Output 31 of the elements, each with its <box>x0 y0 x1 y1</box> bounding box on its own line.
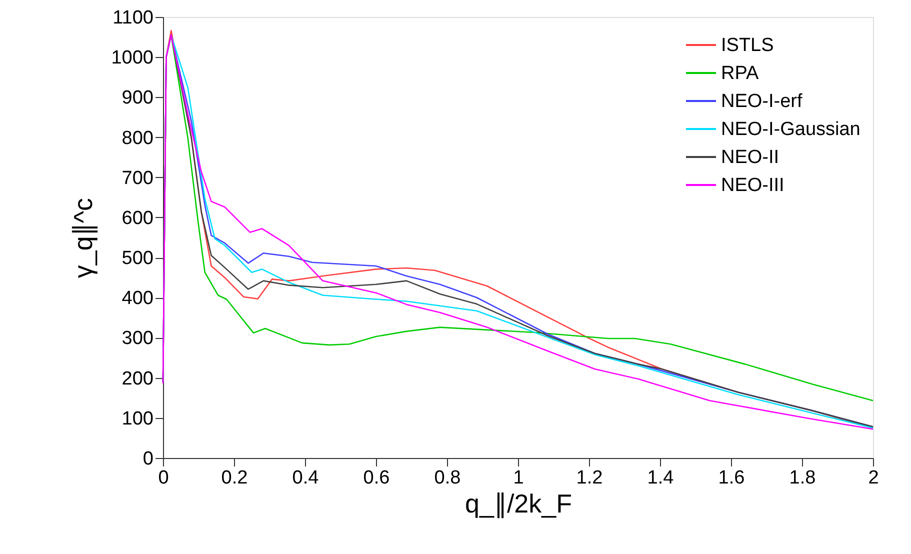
x-tick-label: 1.2 <box>576 468 603 488</box>
y-tick-label: 800 <box>122 128 154 149</box>
y-tick-label: 100 <box>122 408 154 430</box>
x-tick-label: 1 <box>513 468 524 488</box>
y-axis-title: γ_q∥^c <box>68 198 98 278</box>
x-axis-title: q_∥/2k_F <box>465 488 572 518</box>
y-tick-label: 900 <box>122 88 154 109</box>
legend-label: RPA <box>721 63 759 84</box>
x-tick-label: 0 <box>158 468 169 488</box>
legend-label: NEO-I-Gaussian <box>721 119 860 140</box>
x-tick-label: 0.6 <box>363 468 390 488</box>
x-tick-label: 2 <box>868 468 879 488</box>
x-tick-label: 0.8 <box>434 468 461 488</box>
legend-label: NEO-III <box>721 175 784 196</box>
x-tick-label: 1.6 <box>718 468 745 488</box>
y-tick-label: 1100 <box>112 8 154 28</box>
y-tick-label: 300 <box>122 328 154 350</box>
legend-label: ISTLS <box>721 35 774 56</box>
legend-label: NEO-II <box>721 147 780 168</box>
x-tick-label: 1.8 <box>789 468 816 488</box>
legend-label: NEO-I-erf <box>721 91 803 112</box>
y-tick-label: 600 <box>122 208 154 229</box>
x-tick-label: 1.4 <box>647 468 674 488</box>
y-tick-label: 700 <box>122 168 154 189</box>
y-tick-label: 200 <box>122 368 154 390</box>
x-tick-label: 0.2 <box>221 468 248 488</box>
y-tick-label: 1000 <box>111 48 154 69</box>
y-tick-label: 0 <box>142 448 154 470</box>
y-tick-label: 500 <box>122 248 154 270</box>
x-tick-label: 0.4 <box>292 468 320 488</box>
y-tick-label: 400 <box>122 288 154 310</box>
